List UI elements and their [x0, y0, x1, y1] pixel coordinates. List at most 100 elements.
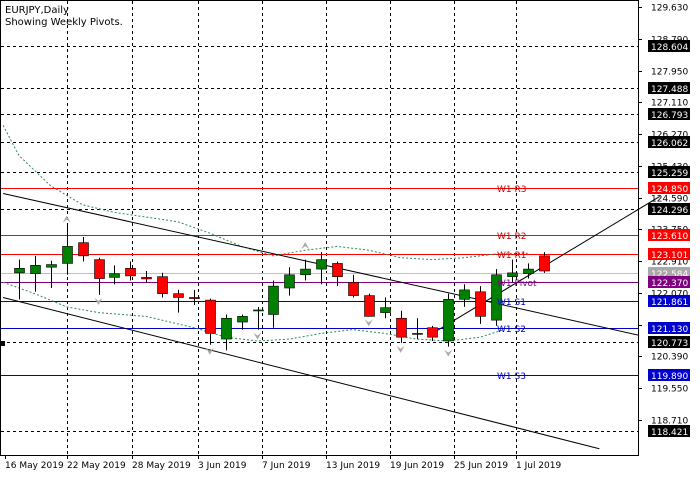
- pivot-level-label: W1 Pivot: [497, 279, 537, 289]
- pivot-level-label: W1 R1: [497, 251, 526, 261]
- price-tick-label: 127.110: [651, 99, 688, 109]
- pivot-level-label: W1 S3: [497, 372, 526, 382]
- candle-body: [491, 274, 502, 321]
- price-tag-label: 124.850: [651, 185, 688, 195]
- price-tag-label: 122.584: [651, 270, 688, 280]
- candle-body: [475, 291, 486, 317]
- chart-shift-marker: [0, 341, 5, 346]
- candle-body: [539, 255, 550, 272]
- price-tag-box: [648, 40, 690, 52]
- candle-body: [459, 289, 470, 300]
- time-tick-label: 16 May 2019: [5, 461, 64, 471]
- fractal-down-arrow: [94, 297, 103, 305]
- chart-frame: [0, 0, 639, 456]
- candle-body: [380, 307, 391, 313]
- candle-body: [237, 316, 248, 323]
- price-tag-label: 125.259: [651, 169, 688, 179]
- price-tick-label: 119.550: [651, 385, 688, 395]
- price-tag-label: 122.370: [651, 279, 688, 289]
- price-tag-box: [648, 336, 690, 348]
- fractal-down-arrow: [364, 319, 373, 327]
- candle-body: [300, 268, 311, 276]
- time-tick-label: 13 Jun 2019: [326, 461, 380, 471]
- time-tick-label: 1 Jul 2019: [516, 461, 561, 471]
- price-tick-label: 126.270: [651, 131, 688, 141]
- pivot-level-label: W1 R3: [497, 185, 526, 195]
- envelope-lower-line: [2, 281, 505, 342]
- price-tag-label: 118.421: [651, 428, 688, 438]
- price-tick-label: 124.590: [651, 195, 688, 205]
- price-tag-label: 128.604: [651, 43, 688, 53]
- time-tick-label: 19 Jun 2019: [390, 461, 444, 471]
- price-tag-box: [648, 136, 690, 148]
- candles-layer: [14, 225, 550, 351]
- candle-body: [523, 268, 534, 274]
- pivot-level-label: W1 S2: [497, 325, 526, 335]
- price-tag-label: 123.101: [651, 251, 688, 261]
- pivot-level-layer: [1, 188, 638, 376]
- chart-symbol-title: EURJPY,Daily: [5, 5, 69, 16]
- candle-body: [364, 295, 375, 317]
- candle-body: [109, 273, 120, 278]
- fractals-layer: [62, 215, 453, 357]
- candle-body: [46, 264, 57, 268]
- price-tag-box: [648, 108, 690, 120]
- candle-body: [62, 246, 73, 264]
- pivot-label-layer: W1 R3 W1 R2 W1 R1 W1 Pivot W1 S1 W1 S2 W1 S3: [497, 185, 537, 382]
- price-tag-box: [648, 229, 690, 241]
- price-tag-box: [648, 276, 690, 288]
- candle-body: [427, 327, 438, 338]
- price-tag-label: 120.773: [651, 339, 688, 349]
- candle-body: [348, 282, 359, 296]
- candle-body: [316, 259, 327, 270]
- price-tag-box: [648, 182, 690, 194]
- time-tick-label: 3 Jun 2019: [198, 461, 247, 471]
- price-tag-box: [648, 425, 690, 437]
- candle-body: [396, 317, 407, 338]
- candle-body: [268, 285, 279, 315]
- fractal-down-arrow: [253, 332, 262, 340]
- candle-body: [157, 276, 168, 294]
- candle-body: [284, 274, 295, 289]
- candle-body: [412, 333, 423, 335]
- candle-body: [443, 299, 454, 342]
- time-tick-label: 25 Jun 2019: [454, 461, 508, 471]
- price-axis: 129.630128.790127.950127.110126.270125.4…: [638, 4, 690, 438]
- time-axis: 16 May 2019 22 May 2019 28 May 2019 3 Jun 2…: [5, 455, 561, 471]
- pivot-level-label: W1 R2: [497, 232, 526, 242]
- price-tag-label: 121.861: [651, 298, 688, 308]
- price-tag-label: 126.062: [651, 139, 688, 149]
- candle-body: [141, 277, 152, 280]
- price-tag-box: [648, 322, 690, 334]
- price-tag-box: [648, 82, 690, 94]
- envelope-layer: [2, 125, 528, 342]
- fractal-down-arrow: [396, 345, 405, 353]
- time-tick-label: 7 Jun 2019: [262, 461, 311, 471]
- trendline: [2, 296, 600, 450]
- price-tag-box: [648, 203, 690, 215]
- price-tick-label: 129.630: [651, 4, 688, 14]
- fractal-up-arrow: [301, 242, 310, 250]
- candle-body: [125, 268, 136, 277]
- candle-body: [78, 242, 89, 257]
- envelope-upper-line: [2, 125, 528, 261]
- price-tag-box: [648, 369, 690, 381]
- candle-body: [205, 299, 216, 334]
- price-tag-label: 121.130: [651, 325, 688, 335]
- price-tag-label: 119.890: [651, 372, 688, 382]
- fractal-up-arrow: [62, 215, 71, 223]
- fractal-down-arrow: [205, 347, 214, 355]
- chart-subtitle: Showing Weekly Pivots.: [5, 17, 123, 28]
- price-tick-label: 127.950: [651, 68, 688, 78]
- candle-body: [30, 265, 41, 274]
- price-tag-label: 126.793: [651, 111, 688, 121]
- grid-layer: [1, 1, 638, 455]
- fractal-down-arrow: [444, 349, 453, 357]
- price-tag-box: [648, 248, 690, 260]
- price-tag-label: 124.296: [651, 206, 688, 216]
- price-tag-box: [648, 166, 690, 178]
- candle-body: [94, 259, 105, 279]
